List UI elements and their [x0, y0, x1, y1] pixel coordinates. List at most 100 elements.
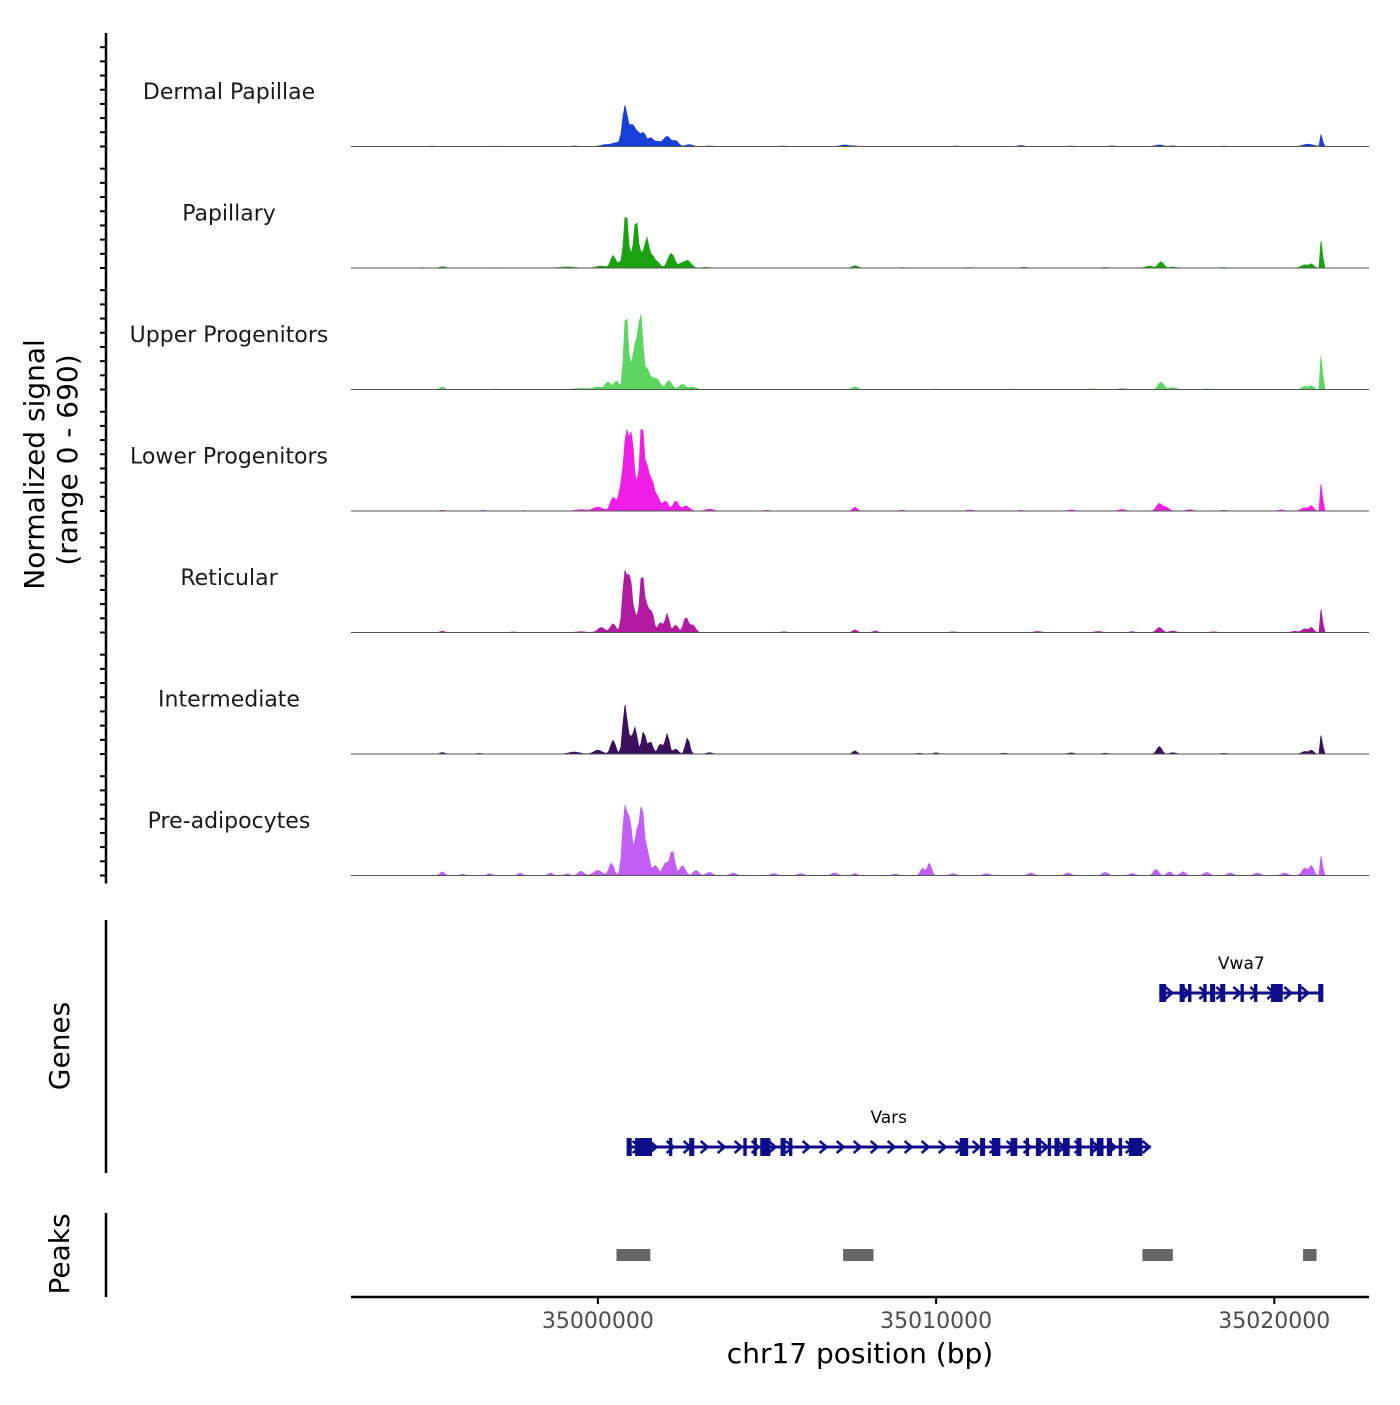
gene-exon [1188, 984, 1192, 1002]
gene-exon [959, 1138, 969, 1156]
peak-region [616, 1249, 651, 1261]
gene-exon [1210, 984, 1216, 1002]
gene-exon [1062, 1138, 1070, 1156]
gene-model: Vars [626, 1108, 1152, 1156]
coverage-track: Reticular [100, 532, 1369, 634]
gene-exon [743, 1138, 747, 1156]
coverage-track: Papillary [100, 167, 1369, 269]
coverage-track-label: Pre-adipocytes [148, 809, 311, 834]
coverage-track-label: Intermediate [158, 688, 300, 713]
x-axis: 35000000 35010000 35020000 [542, 1297, 1330, 1334]
gene-strand-arrow [835, 1140, 846, 1154]
gene-strand-arrow [869, 1140, 880, 1154]
coverage-track: Dermal Papillae [100, 46, 1369, 148]
coverage-track-label: Papillary [182, 202, 276, 227]
gene-strand-arrow [1164, 986, 1175, 1000]
coverage-area [351, 804, 1369, 876]
gene-exon [626, 1138, 632, 1156]
coverage-area [351, 217, 1369, 269]
coverage-track: Pre-adipocytes [100, 775, 1369, 877]
gene-strand-arrow [801, 1140, 812, 1154]
gene-exon [1118, 1138, 1123, 1156]
gene-strand-arrow [699, 1140, 710, 1154]
gene-exon [1010, 1138, 1018, 1156]
gene-exon [991, 1138, 1001, 1156]
gene-exon [780, 1138, 786, 1156]
gene-exon [1318, 984, 1324, 1002]
peaks-axis-title: Peaks [43, 1213, 76, 1294]
gene-strand-arrow [920, 1140, 931, 1154]
coverage-area [351, 428, 1369, 512]
gene-exon [1096, 1138, 1104, 1156]
gene-strand-arrow [1141, 1140, 1152, 1154]
x-tick-label: 35020000 [1218, 1309, 1330, 1334]
gene-strand-arrow [767, 1140, 778, 1154]
gene-strand-arrow [903, 1140, 914, 1154]
gene-exon [1297, 984, 1302, 1002]
gene-strand-arrow [971, 1140, 982, 1154]
coverage-area [351, 314, 1369, 390]
gene-strand-arrow [852, 1140, 863, 1154]
coverage-y-axis-title-line-2: (range 0 - 690) [51, 354, 84, 565]
gene-strand-arrow [784, 1140, 795, 1154]
peaks-track [616, 1249, 1317, 1261]
gene-exon [689, 1138, 695, 1156]
coverage-tracks: Dermal Papillae Papillary Upper Progenitor… [100, 46, 1369, 877]
genes-axis-title: Genes [43, 1002, 76, 1090]
coverage-track-label: Lower Progenitors [130, 445, 328, 470]
genes-track: Vwa7 Vars [626, 954, 1324, 1156]
gene-exon [1106, 1138, 1112, 1156]
gene-exon [635, 1138, 653, 1156]
coverage-track: Lower Progenitors [100, 410, 1369, 512]
gene-model: Vwa7 [1159, 954, 1324, 1002]
peak-region [843, 1249, 874, 1261]
gene-exon [1240, 984, 1244, 1002]
gene-exon [1035, 1138, 1041, 1156]
coverage-area [351, 704, 1369, 755]
gene-exon [980, 1138, 986, 1156]
x-tick-label: 35000000 [542, 1309, 654, 1334]
gene-exon [1076, 1138, 1082, 1156]
coverage-y-axis-title: Normalized signal (range 0 - 690) [18, 330, 84, 589]
gene-strand-arrow [1300, 986, 1311, 1000]
gene-exon [1179, 984, 1185, 1002]
gene-strand-arrow [818, 1140, 829, 1154]
coverage-y-axis-title-line-1: Normalized signal [18, 339, 51, 590]
coverage-area [351, 105, 1369, 147]
gene-exon [1203, 984, 1207, 1002]
gene-exon [1047, 1138, 1052, 1156]
gene-exon [668, 1138, 673, 1156]
gene-exon [1025, 1138, 1030, 1156]
gene-strand-arrow [1232, 986, 1243, 1000]
gene-exon [1089, 1138, 1094, 1156]
gene-strand-arrow [716, 1140, 727, 1154]
gene-strand-arrow [937, 1140, 948, 1154]
coverage-track-label: Reticular [180, 566, 278, 591]
coverage-track-label: Dermal Papillae [143, 80, 315, 105]
gene-exon [788, 1138, 793, 1156]
coverage-track: Intermediate [100, 653, 1369, 755]
x-tick-label: 35010000 [880, 1309, 992, 1334]
coverage-track-label: Upper Progenitors [130, 323, 329, 348]
gene-strand-arrow [886, 1140, 897, 1154]
coverage-track: Upper Progenitors [100, 289, 1369, 391]
gene-label: Vwa7 [1218, 954, 1265, 974]
coverage-area [351, 569, 1369, 633]
gene-exon [1270, 984, 1283, 1002]
x-axis-title: chr17 position (bp) [727, 1337, 993, 1370]
gene-exon [1054, 1138, 1060, 1156]
peak-region [1142, 1249, 1173, 1261]
gene-exon [1159, 984, 1167, 1002]
gene-strand-arrow [733, 1140, 744, 1154]
gene-exon [753, 1138, 757, 1156]
gene-strand-arrow [1039, 1140, 1050, 1154]
gene-exon [1220, 984, 1226, 1002]
gene-strand-arrow [1283, 986, 1294, 1000]
peak-region [1303, 1249, 1317, 1261]
gene-label: Vars [870, 1108, 907, 1128]
gene-exon [760, 1138, 771, 1156]
gene-exon [1128, 1138, 1143, 1156]
gene-exon [1254, 984, 1258, 1002]
